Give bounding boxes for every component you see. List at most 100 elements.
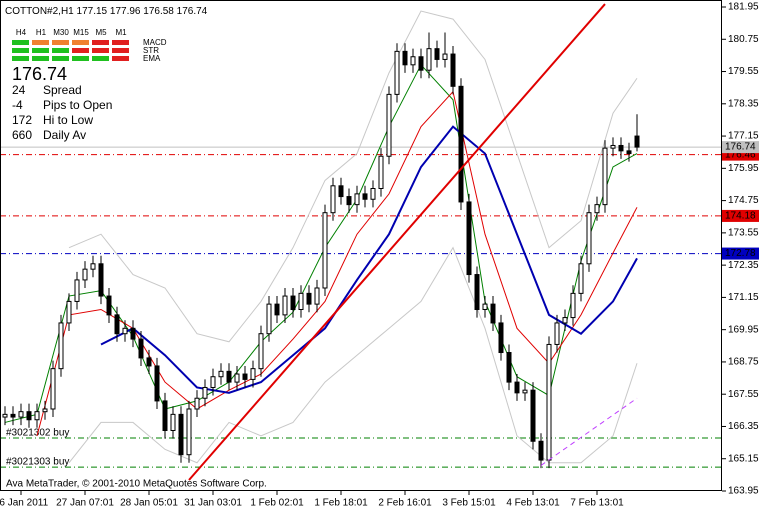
x-tick-label: 7 Feb 13:01 xyxy=(570,498,624,509)
candle-body xyxy=(34,411,40,421)
candle-body xyxy=(50,368,56,410)
candle-body xyxy=(578,263,584,294)
x-tick-label: 1 Feb 18:01 xyxy=(314,498,368,509)
candle-body xyxy=(610,144,616,149)
x-tick-label: 28 Jan 05:01 xyxy=(120,498,178,509)
signal-cell xyxy=(12,56,29,61)
candle-body xyxy=(74,279,80,302)
candle-body xyxy=(58,322,64,370)
signal-cell xyxy=(92,48,109,53)
candle-body xyxy=(418,56,424,71)
chart-title: COTTON#2,H1 177.15 177.96 176.58 176.74 xyxy=(5,6,208,17)
price-box-label: 174.18 xyxy=(725,211,756,222)
candle-body xyxy=(314,287,320,305)
stat-value: 660 xyxy=(12,128,32,142)
y-tick-label: 180.75 xyxy=(728,34,759,45)
y-tick-label: 178.35 xyxy=(728,98,759,109)
header-open: 177.15 xyxy=(77,6,108,17)
candle-body xyxy=(122,327,128,335)
y-tick-label: 167.55 xyxy=(728,389,759,400)
stat-label: Daily Av xyxy=(43,128,86,142)
candle-body xyxy=(274,303,280,316)
candle-body xyxy=(98,263,104,297)
candle-body xyxy=(562,317,568,324)
indicator-line xyxy=(68,10,638,343)
candle-body xyxy=(162,400,168,431)
header-close: 176.74 xyxy=(177,6,208,17)
candle-body xyxy=(26,411,32,421)
signal-cell xyxy=(52,56,69,61)
candle-body xyxy=(218,370,224,378)
y-tick-label: 173.55 xyxy=(728,228,759,239)
candle-body xyxy=(458,85,464,203)
price-box xyxy=(722,141,759,154)
signal-cell xyxy=(52,40,69,45)
candle-body xyxy=(354,193,360,206)
signal-cell xyxy=(92,56,109,61)
candle-body xyxy=(178,413,184,456)
candle-body xyxy=(506,352,512,383)
candle-body xyxy=(394,50,400,95)
price-box xyxy=(722,209,759,222)
candle-body xyxy=(210,376,216,388)
y-tick-label: 174.75 xyxy=(728,195,759,206)
candle-body xyxy=(114,314,120,335)
y-tick-label: 166.35 xyxy=(728,421,759,432)
timeframe-label: M5 xyxy=(95,28,107,37)
footer: Ava MetaTrader, © 2001-2010 MetaQuotes S… xyxy=(6,479,267,490)
candle-body xyxy=(234,373,240,383)
indicator-line xyxy=(36,90,638,437)
candle-body xyxy=(586,212,592,265)
candle-body xyxy=(250,368,256,380)
candle-body xyxy=(226,370,232,383)
timeframe-label: H1 xyxy=(36,28,47,37)
candle-body xyxy=(522,389,528,394)
signal-cell xyxy=(32,40,49,45)
y-tick-label: 179.55 xyxy=(728,66,759,77)
timeframe-label: M1 xyxy=(115,28,127,37)
candle-body xyxy=(106,295,112,316)
signal-cell xyxy=(112,56,129,61)
candle-body xyxy=(170,413,176,432)
signal-cell xyxy=(72,48,89,53)
candle-body xyxy=(530,389,536,442)
candle-body xyxy=(426,48,432,71)
candle-body xyxy=(482,303,488,311)
y-tick-label: 175.95 xyxy=(728,163,759,174)
candle-body xyxy=(450,53,456,87)
price-box-label: 176.74 xyxy=(725,142,756,153)
candle-body xyxy=(138,338,144,359)
price-box xyxy=(722,247,759,260)
y-tick-label: 181.95 xyxy=(728,2,759,13)
indicator-label: MACD xyxy=(143,38,167,47)
candle-body xyxy=(194,397,200,410)
candle-body xyxy=(346,196,352,206)
x-tick-label: 31 Jan 03:01 xyxy=(184,498,242,509)
panel-price: 176.74 xyxy=(12,64,67,84)
candle-body xyxy=(186,408,192,456)
candle-body xyxy=(298,292,304,311)
order-label: #3021303 buy xyxy=(6,457,69,468)
stat-label: Pips to Open xyxy=(43,98,112,112)
x-tick-label: 2 Feb 16:01 xyxy=(378,498,432,509)
candle-body xyxy=(66,300,72,324)
candle-body xyxy=(42,408,48,413)
candle-body xyxy=(442,53,448,60)
candle-body xyxy=(570,292,576,319)
candle-body xyxy=(466,201,472,276)
header-high: 177.96 xyxy=(110,6,141,17)
timeframe-label: M30 xyxy=(53,28,69,37)
y-tick-label: 165.15 xyxy=(728,453,759,464)
signal-cell xyxy=(32,48,49,53)
candle-body xyxy=(82,268,88,281)
candle-body xyxy=(626,150,632,155)
candle-body xyxy=(634,135,640,148)
candle-body xyxy=(546,343,552,461)
x-tick-label: 26 Jan 2011 xyxy=(0,498,49,509)
y-tick-label: 169.95 xyxy=(728,324,759,335)
candle-body xyxy=(258,333,264,370)
timeframe-label: H4 xyxy=(16,28,27,37)
candle-body xyxy=(602,147,608,206)
x-tick-label: 27 Jan 07:01 xyxy=(56,498,114,509)
